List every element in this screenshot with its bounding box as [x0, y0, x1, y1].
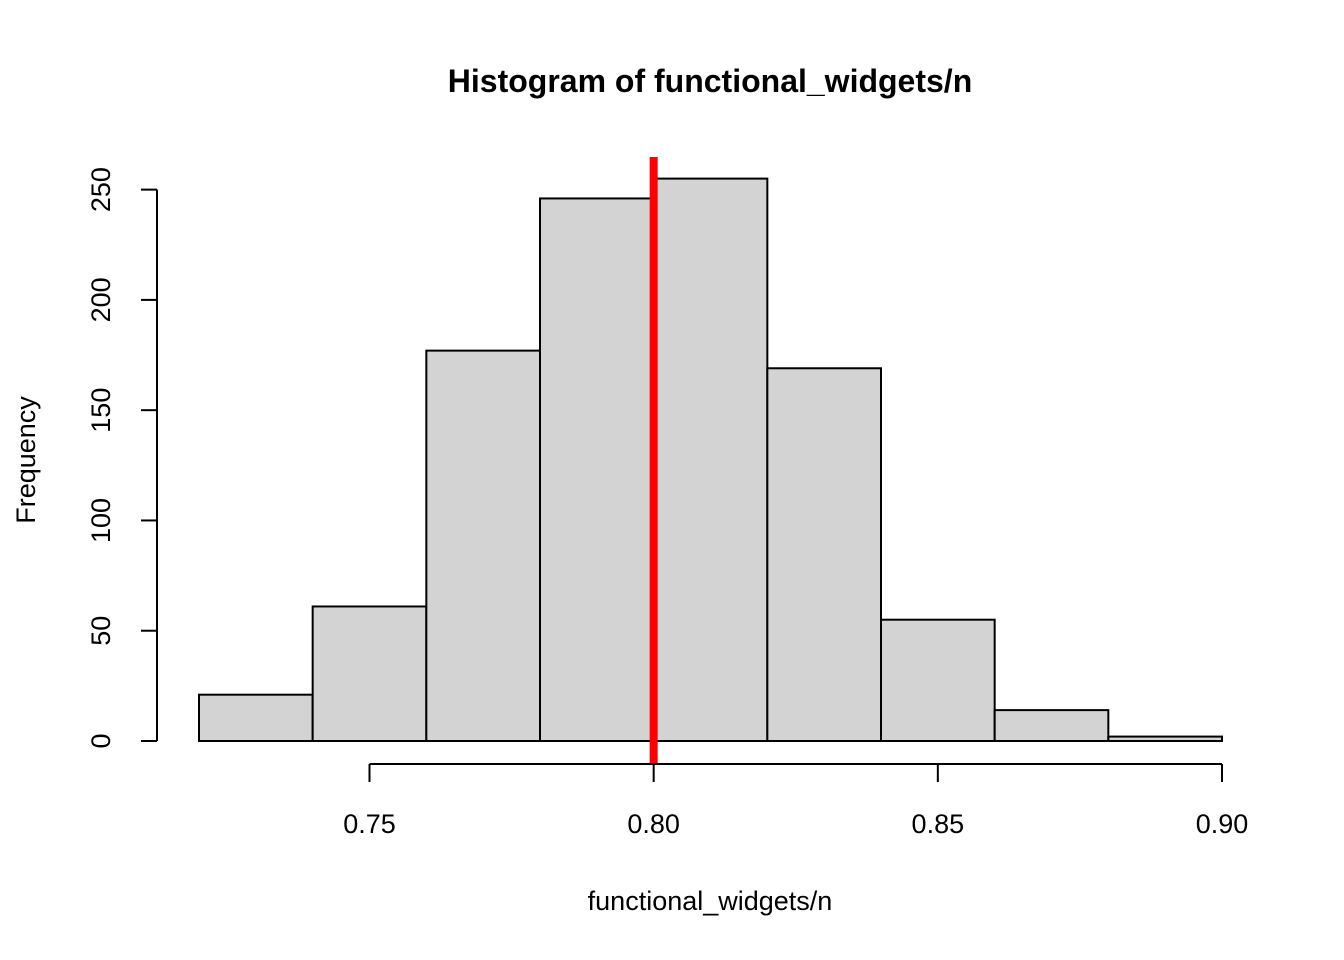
histogram-bar [1107, 735, 1224, 742]
y-axis-label: Frequency [11, 396, 41, 524]
histogram-bar [539, 197, 655, 742]
y-tick-label: 0 [86, 733, 116, 748]
chart-title: Histogram of functional_widgets/n [448, 63, 972, 99]
histogram-bar [311, 605, 428, 742]
y-tick-label: 150 [86, 388, 116, 433]
bars-group [198, 177, 1224, 743]
x-tick-label: 0.80 [627, 809, 680, 839]
y-tick-label: 50 [86, 616, 116, 646]
x-axis: 0.75 0.80 0.85 0.90 [343, 763, 1249, 839]
histogram-bar [766, 367, 882, 742]
y-tick-label: 100 [86, 498, 116, 543]
y-tick-label: 200 [86, 277, 116, 322]
histogram-bar [198, 693, 314, 743]
x-axis-label: functional_widgets/n [588, 886, 833, 916]
x-tick-label: 0.75 [343, 809, 396, 839]
histogram-bar [652, 177, 769, 743]
x-tick-label: 0.85 [912, 809, 965, 839]
y-tick-label: 250 [86, 167, 116, 212]
y-axis: 0 50 100 150 200 250 [86, 167, 158, 749]
x-tick-label: 0.90 [1196, 809, 1249, 839]
histogram-bar [425, 349, 542, 742]
histogram-bar [993, 709, 1110, 742]
histogram-bar [880, 618, 996, 743]
